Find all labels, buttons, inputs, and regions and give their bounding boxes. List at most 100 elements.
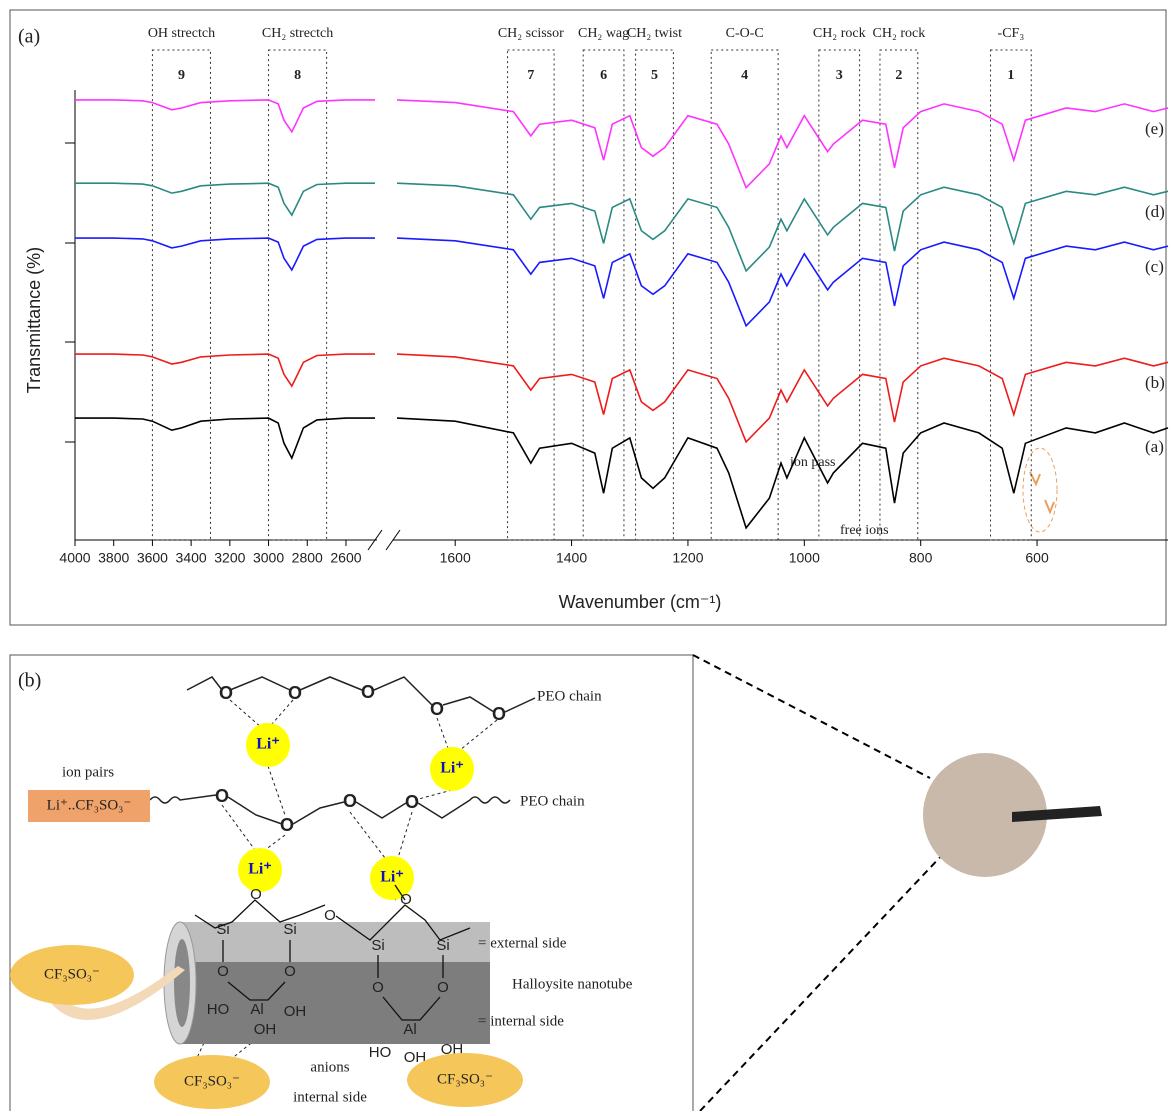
oxygen: O	[324, 907, 336, 924]
oh: OH	[254, 1021, 277, 1038]
oxygen: O	[288, 683, 302, 703]
x-tick-label: 3000	[253, 550, 284, 566]
oxygen: O	[284, 963, 296, 980]
band-number: 1	[1007, 68, 1014, 83]
oxygen: O	[215, 786, 229, 806]
oxygen: O	[430, 699, 444, 719]
oxygen: O	[400, 891, 412, 908]
x-tick-label: 1200	[672, 550, 703, 566]
tube-inner	[180, 962, 490, 1044]
li: Li⁺	[380, 869, 404, 886]
ion-pair-formula: Li⁺..CF₃SO₃⁻	[47, 797, 132, 813]
anion: CF₃SO₃⁻	[437, 1071, 493, 1087]
chain-label: PEO chain	[520, 793, 585, 809]
x-tick-label: 3400	[176, 550, 207, 566]
band	[818, 49, 861, 541]
band-label: CH₂ scissor	[498, 26, 564, 41]
anion-ellipses	[10, 945, 523, 1109]
coordination	[229, 699, 263, 729]
band-label: CH₂ wag	[578, 26, 629, 41]
ho: HO	[369, 1044, 392, 1061]
band-number: 9	[178, 68, 185, 83]
coordination	[264, 834, 286, 851]
y-axis-label: Transmittance (%)	[24, 247, 44, 393]
panel-label: (b)	[18, 670, 41, 692]
axis-break	[367, 529, 383, 551]
li: Li⁺	[256, 736, 280, 753]
ion-arrows	[1029, 471, 1055, 515]
band-label: CH₂ rock	[873, 26, 926, 41]
band-number: 2	[895, 68, 902, 83]
bond	[292, 801, 345, 825]
panel-label: (a)	[18, 26, 40, 48]
coordination	[414, 789, 453, 801]
panel-a-frame	[9, 9, 1167, 626]
spectrum	[75, 237, 1169, 328]
band-label: OH strectch	[148, 26, 215, 41]
membrane-photo	[923, 753, 1047, 877]
electrode-strip	[1012, 806, 1102, 822]
spectrum	[75, 353, 1169, 444]
tube-outer	[180, 922, 490, 962]
al: Al	[250, 1001, 263, 1018]
band-label: CH₂ strectch	[262, 26, 333, 41]
oxygen: O	[405, 792, 419, 812]
li-circle	[246, 723, 290, 767]
x-tick-label: 1600	[440, 550, 471, 566]
x-tick-label: 1000	[789, 550, 820, 566]
band-number: 8	[294, 68, 301, 83]
bond	[355, 801, 407, 819]
x-tick-label: 2800	[292, 550, 323, 566]
oxygen: O	[343, 791, 357, 811]
ion-pair-box	[28, 790, 150, 822]
li: Li⁺	[440, 760, 464, 777]
band	[507, 49, 555, 541]
band	[990, 49, 1032, 541]
bond	[417, 799, 471, 819]
oxygen: O	[492, 704, 506, 724]
x-axis-label: Wavenumber (cm⁻¹)	[559, 592, 722, 612]
li-circle	[430, 747, 474, 791]
series-label: (d)	[1145, 202, 1165, 221]
chain-label: PEO chain	[537, 688, 602, 704]
oxygen: O	[217, 963, 229, 980]
series-label: (e)	[1145, 119, 1164, 138]
si: Si	[283, 921, 296, 938]
bond	[186, 676, 223, 691]
tube-bonds	[194, 884, 471, 1021]
zoom-line	[699, 851, 946, 1112]
bond	[504, 697, 536, 713]
bond	[149, 794, 217, 804]
anion-arrow	[50, 966, 185, 1020]
x-tick-label: 4000	[59, 550, 90, 566]
band	[151, 49, 211, 541]
anion: CF₃SO₃⁻	[44, 966, 100, 982]
x-tick-label: 3600	[137, 550, 168, 566]
oxygen: O	[437, 979, 449, 996]
si: Si	[371, 937, 384, 954]
spectrum	[75, 99, 1169, 190]
oxygen: O	[361, 682, 375, 702]
oxygens: O O O O O O O O O	[215, 682, 506, 835]
bond	[373, 676, 433, 706]
coordination	[397, 811, 413, 859]
oh: OH	[284, 1003, 307, 1020]
series-label: (b)	[1145, 373, 1165, 392]
bond	[229, 676, 291, 691]
bond	[442, 696, 495, 713]
x-tick-label: 2600	[330, 550, 361, 566]
y-ticks	[65, 142, 75, 443]
x-tick-label: 1400	[556, 550, 587, 566]
coordination	[459, 719, 498, 751]
coordination	[271, 699, 294, 725]
band-label: -CF₃	[998, 26, 1025, 41]
internal-label: = internal side	[478, 1013, 564, 1029]
x-tick-label: 800	[909, 550, 933, 566]
x-tick-label: 3200	[214, 550, 245, 566]
band	[268, 49, 328, 541]
anion-ellipse	[407, 1053, 523, 1107]
li-circle	[238, 848, 282, 892]
band-label: CH₂ rock	[813, 26, 866, 41]
coordination	[436, 717, 449, 749]
li-circle	[370, 856, 414, 900]
